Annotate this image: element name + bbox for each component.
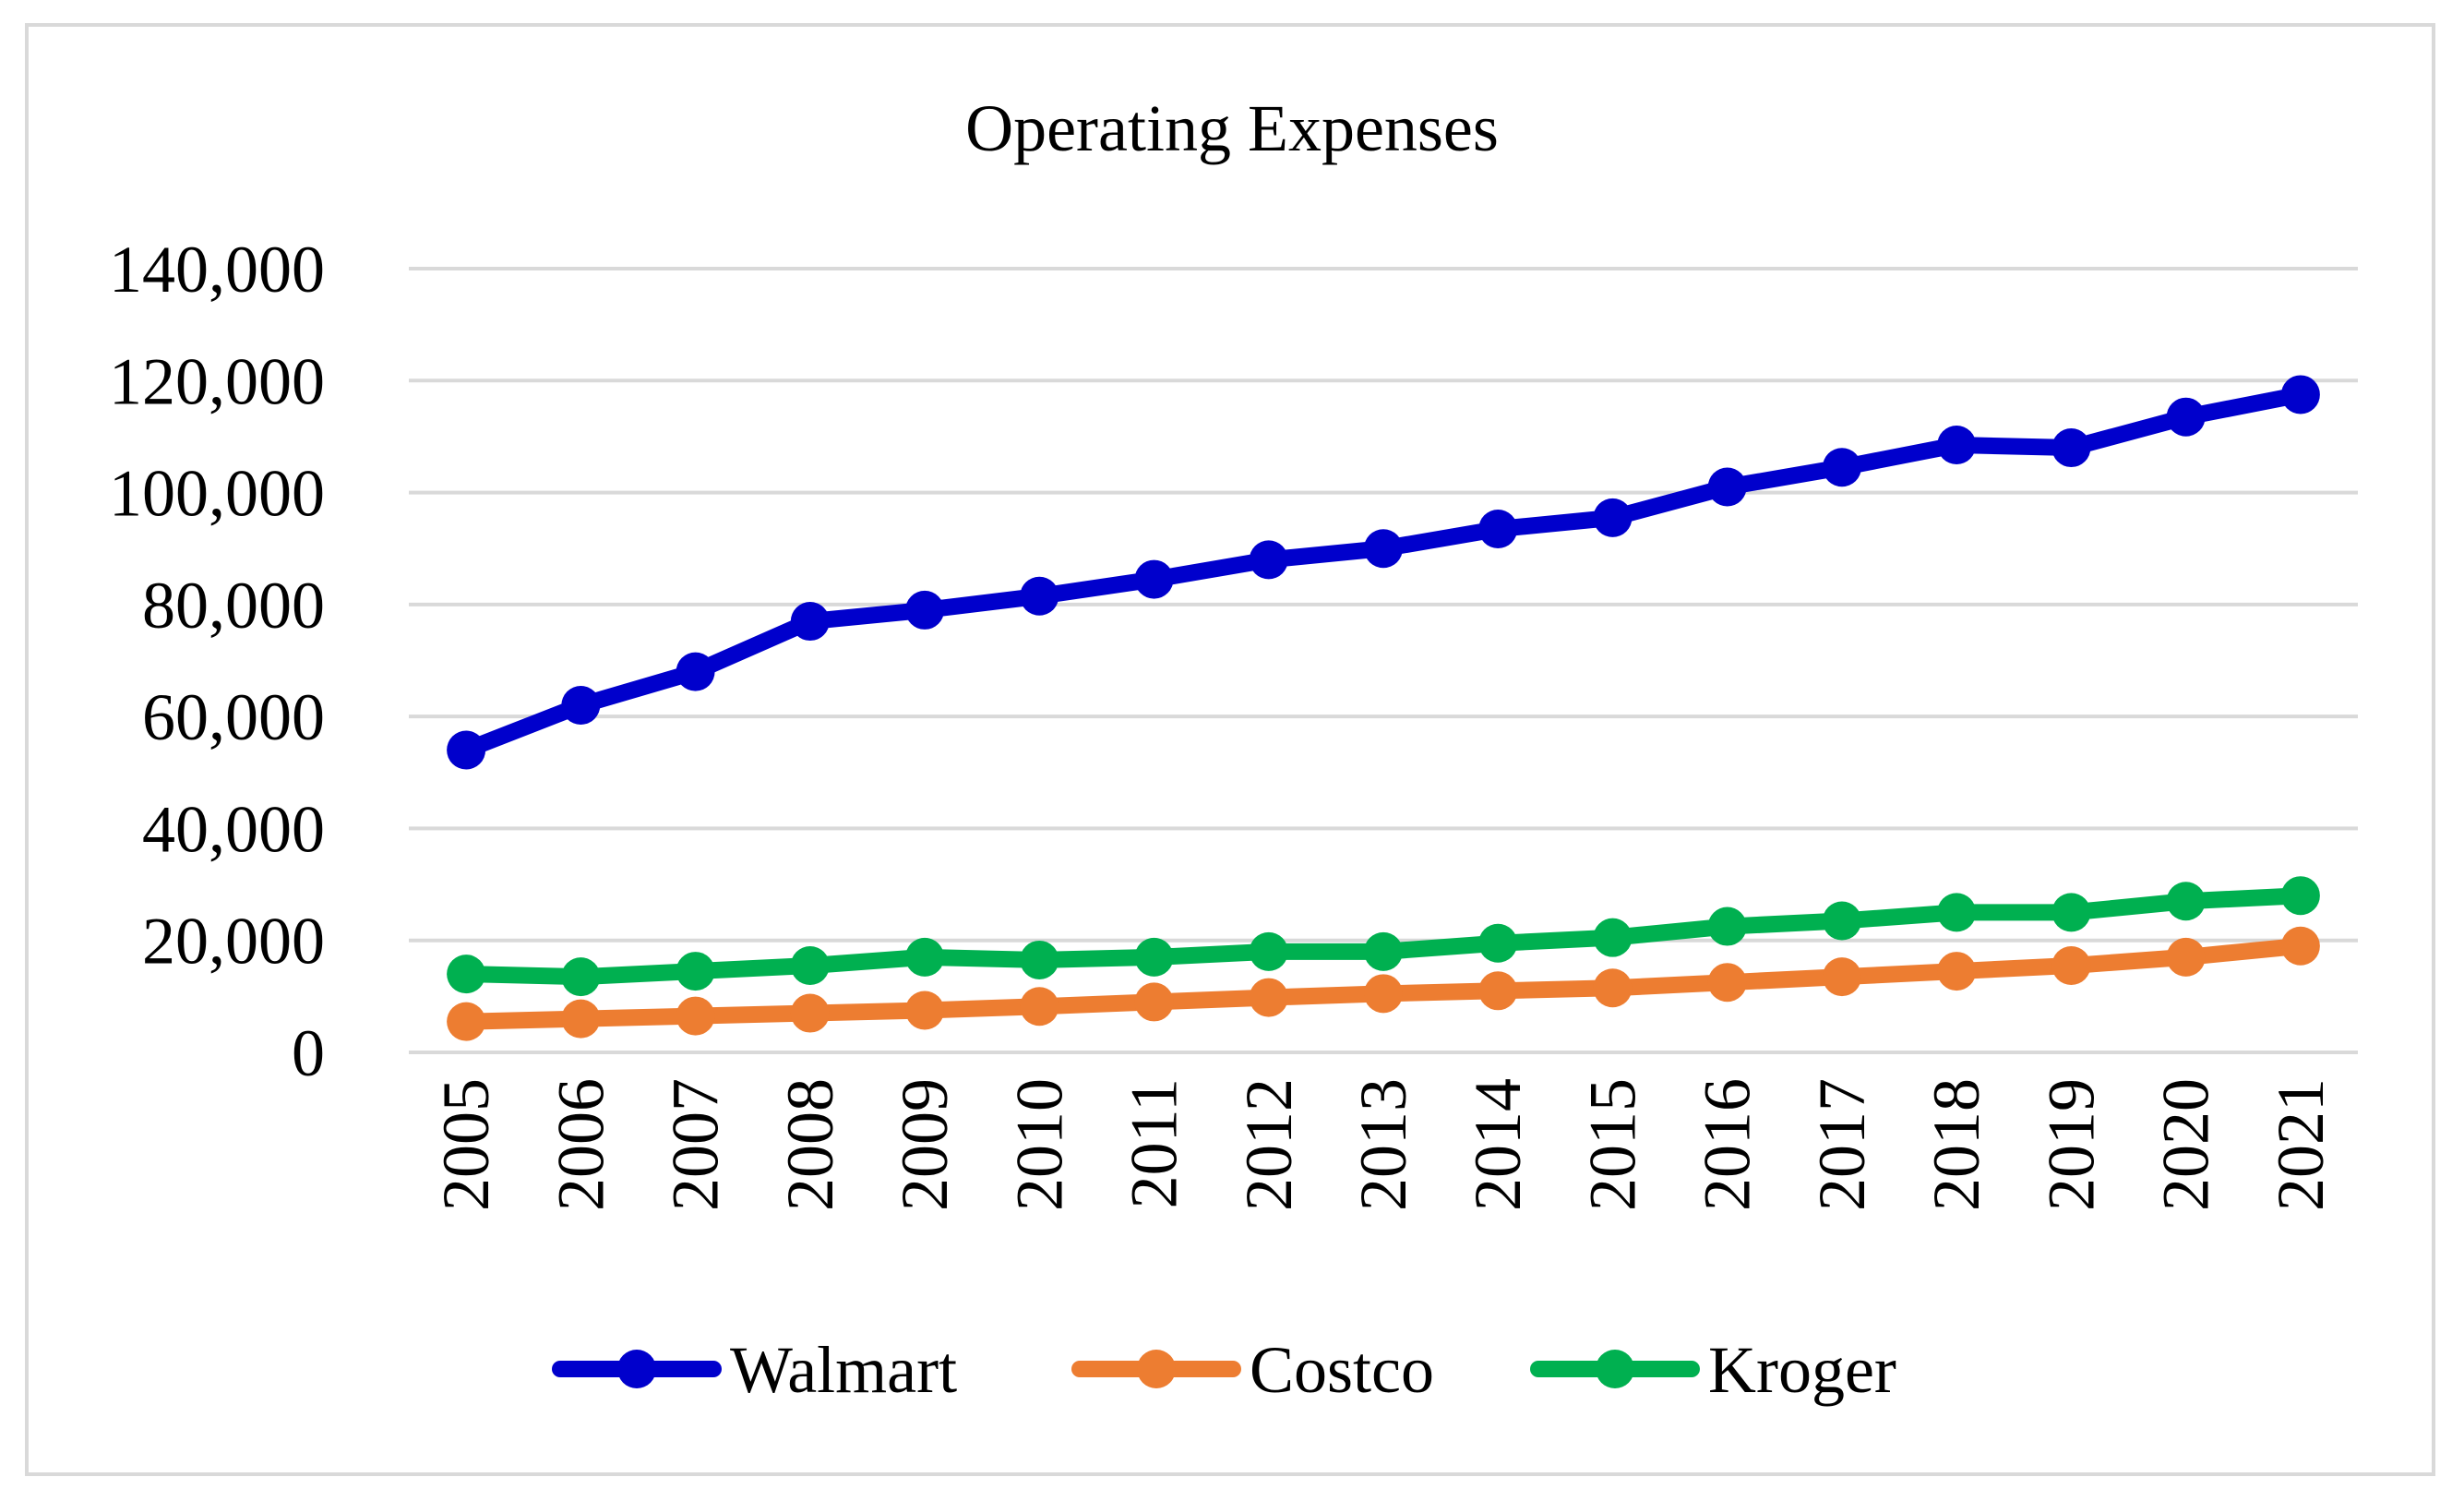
x-tick-label: 2019 [2034, 1078, 2108, 1211]
data-point-walmart [1134, 559, 1174, 599]
legend-item-kroger: Kroger [1530, 1333, 1896, 1407]
data-point-costco [1937, 952, 1977, 991]
data-point-walmart [447, 730, 486, 770]
data-point-kroger [2051, 893, 2091, 932]
y-tick-label: 80,000 [142, 569, 325, 642]
data-point-walmart [1822, 448, 1861, 487]
legend-label-costco: Costco [1250, 1333, 1434, 1407]
data-point-costco [561, 999, 601, 1039]
data-point-walmart [2280, 375, 2320, 414]
data-point-kroger [676, 952, 715, 991]
y-axis-tick-labels: 0 20,000 40,000 60,000 80,000 100,000 120,000 1… [109, 233, 325, 1090]
data-point-costco [1364, 974, 1403, 1014]
data-point-walmart [2051, 428, 2091, 468]
data-point-kroger [1707, 907, 1747, 946]
data-point-costco [2280, 926, 2320, 966]
data-point-kroger [1937, 893, 1977, 932]
data-point-kroger [447, 955, 486, 994]
legend-item-walmart: Walmart [552, 1333, 957, 1407]
data-point-kroger [1134, 937, 1174, 977]
chart-title: Operating Expenses [965, 91, 1499, 165]
y-tick-label: 120,000 [109, 344, 325, 418]
data-point-walmart [1249, 540, 1288, 580]
x-tick-label: 2017 [1805, 1078, 1879, 1211]
series-kroger [447, 876, 2320, 997]
data-point-costco [1478, 971, 1518, 1011]
data-point-kroger [790, 946, 830, 986]
x-tick-label: 2009 [888, 1078, 962, 1211]
data-point-walmart [1593, 498, 1633, 537]
data-point-walmart [1478, 509, 1518, 548]
x-tick-label: 2010 [1002, 1078, 1076, 1211]
data-point-costco [2166, 937, 2206, 977]
data-point-kroger [905, 937, 945, 977]
data-point-costco [1822, 957, 1861, 997]
x-tick-label: 2020 [2149, 1078, 2223, 1211]
data-point-kroger [1478, 923, 1518, 963]
y-tick-label: 0 [292, 1016, 325, 1090]
y-tick-label: 100,000 [109, 457, 325, 531]
data-point-costco [1249, 978, 1288, 1017]
data-point-walmart [790, 602, 830, 642]
x-tick-label: 2012 [1232, 1078, 1306, 1211]
y-tick-label: 20,000 [142, 905, 325, 979]
data-point-kroger [1822, 901, 1861, 941]
legend-marker-walmart [617, 1350, 656, 1388]
x-tick-label: 2014 [1461, 1078, 1535, 1211]
x-tick-label: 2006 [544, 1078, 617, 1211]
series-costco [447, 926, 2320, 1041]
data-point-walmart [1020, 576, 1059, 616]
x-tick-label: 2021 [2264, 1078, 2338, 1211]
series-line-walmart [458, 386, 2309, 759]
data-point-walmart [1937, 426, 1977, 465]
x-tick-label: 2007 [659, 1078, 733, 1211]
data-point-costco [905, 991, 945, 1030]
data-point-kroger [1593, 918, 1633, 957]
y-tick-label: 40,000 [142, 792, 325, 866]
legend-item-costco: Costco [1071, 1333, 1434, 1407]
x-tick-label: 2005 [429, 1078, 503, 1211]
chart-area [25, 23, 2435, 1476]
data-point-costco [790, 993, 830, 1033]
gridlines [409, 267, 2358, 1054]
legend-marker-kroger [1596, 1350, 1634, 1388]
data-point-costco [1134, 982, 1174, 1022]
data-point-costco [447, 1002, 486, 1041]
data-point-walmart [1707, 467, 1747, 507]
data-point-kroger [2166, 882, 2206, 921]
data-point-costco [1593, 968, 1633, 1008]
data-point-kroger [1249, 931, 1288, 971]
legend-marker-costco [1137, 1350, 1176, 1388]
x-axis-tick-labels: 2005 2006 2007 2008 2009 2010 2011 2012 2013 2014… [429, 1078, 2338, 1211]
data-point-costco [2051, 946, 2091, 986]
x-tick-label: 2018 [1920, 1078, 1993, 1211]
x-tick-label: 2011 [1118, 1078, 1191, 1208]
legend-label-walmart: Walmart [730, 1333, 957, 1407]
series-group [447, 375, 2320, 1041]
data-point-walmart [905, 590, 945, 630]
data-point-kroger [1020, 940, 1059, 979]
data-point-costco [1020, 987, 1059, 1027]
y-tick-label: 140,000 [109, 233, 325, 306]
legend: Walmart Costco Kroger [552, 1333, 1896, 1407]
data-point-kroger [1364, 931, 1403, 971]
y-tick-label: 60,000 [142, 680, 325, 754]
data-point-kroger [561, 957, 601, 997]
x-tick-label: 2008 [773, 1078, 847, 1211]
data-point-costco [676, 996, 715, 1036]
x-tick-label: 2013 [1346, 1078, 1420, 1211]
data-point-costco [1707, 963, 1747, 1003]
x-tick-label: 2016 [1691, 1078, 1764, 1211]
legend-label-kroger: Kroger [1708, 1333, 1896, 1407]
data-point-walmart [561, 686, 601, 726]
data-point-walmart [676, 652, 715, 691]
x-tick-label: 2015 [1575, 1078, 1649, 1211]
data-point-kroger [2280, 876, 2320, 916]
data-point-walmart [1364, 529, 1403, 569]
series-walmart [447, 375, 2320, 770]
data-point-walmart [2166, 397, 2206, 437]
